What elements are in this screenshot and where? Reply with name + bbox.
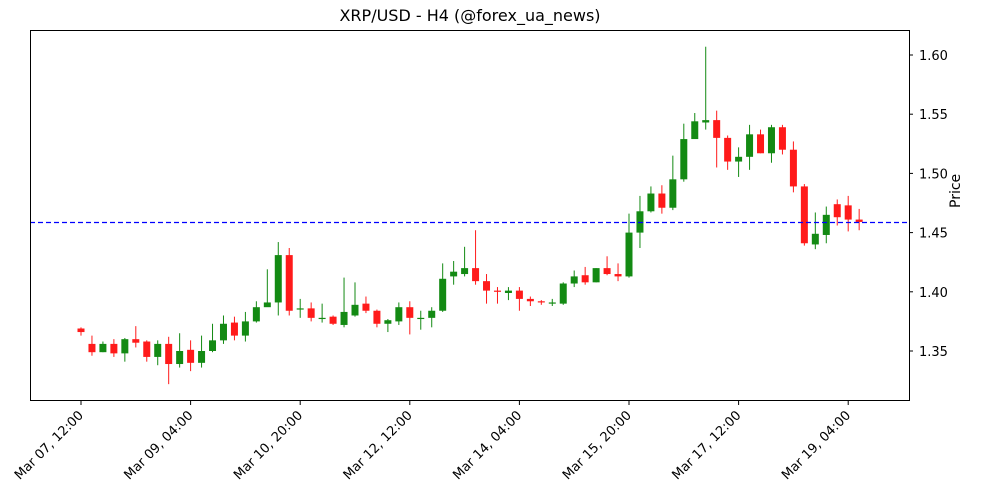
candle: [526, 296, 534, 307]
candle: [735, 147, 743, 177]
candle: [285, 247, 293, 316]
candle: [110, 339, 118, 357]
x-tick-label: Mar 10, 20:00: [231, 408, 306, 483]
candle: [778, 124, 786, 155]
candle: [625, 213, 633, 278]
candle: [187, 340, 195, 372]
candle: [504, 287, 512, 301]
x-axis: Mar 07, 12:00 Mar 09, 04:00 Mar 10, 20:00 M…: [12, 400, 854, 483]
candles-group: [77, 46, 863, 385]
candle: [515, 287, 523, 311]
y-tick-label: 1.55: [919, 108, 948, 123]
candle: [252, 301, 260, 323]
candle: [340, 277, 348, 328]
candle: [680, 123, 688, 182]
candle: [230, 316, 238, 341]
candle: [417, 310, 425, 330]
candle: [450, 261, 458, 285]
candle: [439, 263, 447, 312]
candle: [822, 206, 830, 244]
candle: [570, 270, 578, 288]
candle: [603, 256, 611, 276]
candle: [461, 246, 469, 277]
candle: [746, 124, 754, 170]
candle: [483, 274, 491, 304]
candle: [384, 319, 392, 333]
x-tick-label: Mar 14, 04:00: [450, 408, 525, 483]
y-tick-label: 1.60: [919, 49, 948, 64]
chart-title: XRP/USD - H4 (@forex_ua_news): [339, 6, 601, 25]
candle: [669, 155, 677, 211]
y-tick-label: 1.45: [919, 227, 948, 242]
candle: [658, 185, 666, 214]
y-tick-label: 1.50: [919, 167, 948, 182]
x-tick-label: Mar 09, 04:00: [122, 408, 197, 483]
candle: [362, 296, 370, 314]
candle: [209, 323, 217, 353]
x-tick-label: Mar 15, 20:00: [560, 408, 635, 483]
x-tick-label: Mar 12, 12:00: [341, 408, 416, 483]
y-tick-label: 1.40: [919, 286, 948, 301]
candle: [143, 340, 151, 362]
x-tick-label: Mar 19, 04:00: [779, 408, 854, 483]
candle: [767, 124, 775, 163]
candle: [757, 129, 765, 154]
candle: [373, 309, 381, 328]
candle: [789, 141, 797, 193]
candle: [647, 186, 655, 213]
candle: [713, 110, 721, 168]
candle: [274, 242, 282, 316]
candle: [406, 301, 414, 335]
candle: [614, 263, 622, 282]
candle: [198, 335, 206, 368]
candle: [724, 135, 732, 170]
candle: [307, 302, 315, 322]
candle: [800, 184, 808, 246]
candle: [99, 341, 107, 353]
candle: [351, 282, 359, 317]
x-tick-label: Mar 07, 12:00: [12, 408, 87, 483]
candle: [855, 208, 863, 231]
candle: [121, 337, 129, 362]
candle: [472, 230, 480, 285]
candle: [165, 336, 173, 385]
x-tick-label: Mar 17, 12:00: [670, 408, 745, 483]
candle: [548, 298, 556, 307]
y-axis: 1.35 1.40 1.45 1.50 1.55 1.60: [909, 49, 948, 360]
candle: [77, 327, 85, 336]
candle: [581, 266, 589, 285]
plot-frame: [30, 30, 910, 401]
candle: [428, 307, 436, 328]
candle: [537, 300, 545, 305]
candle: [88, 335, 96, 356]
candle: [395, 302, 403, 325]
candle: [329, 315, 337, 325]
y-tick-label: 1.35: [919, 345, 948, 360]
candle: [493, 287, 501, 304]
candle: [559, 282, 567, 305]
candle: [702, 46, 710, 130]
candle: [176, 333, 184, 368]
candle: [132, 326, 140, 348]
candle: [154, 340, 162, 366]
candle: [691, 113, 699, 140]
candle: [219, 315, 227, 344]
candle: [241, 311, 249, 342]
candle: [318, 303, 326, 323]
candle: [844, 195, 852, 232]
candle: [263, 269, 271, 308]
candle: [592, 268, 600, 283]
candle: [296, 298, 304, 318]
candle: [811, 212, 819, 250]
candle: [833, 199, 841, 226]
